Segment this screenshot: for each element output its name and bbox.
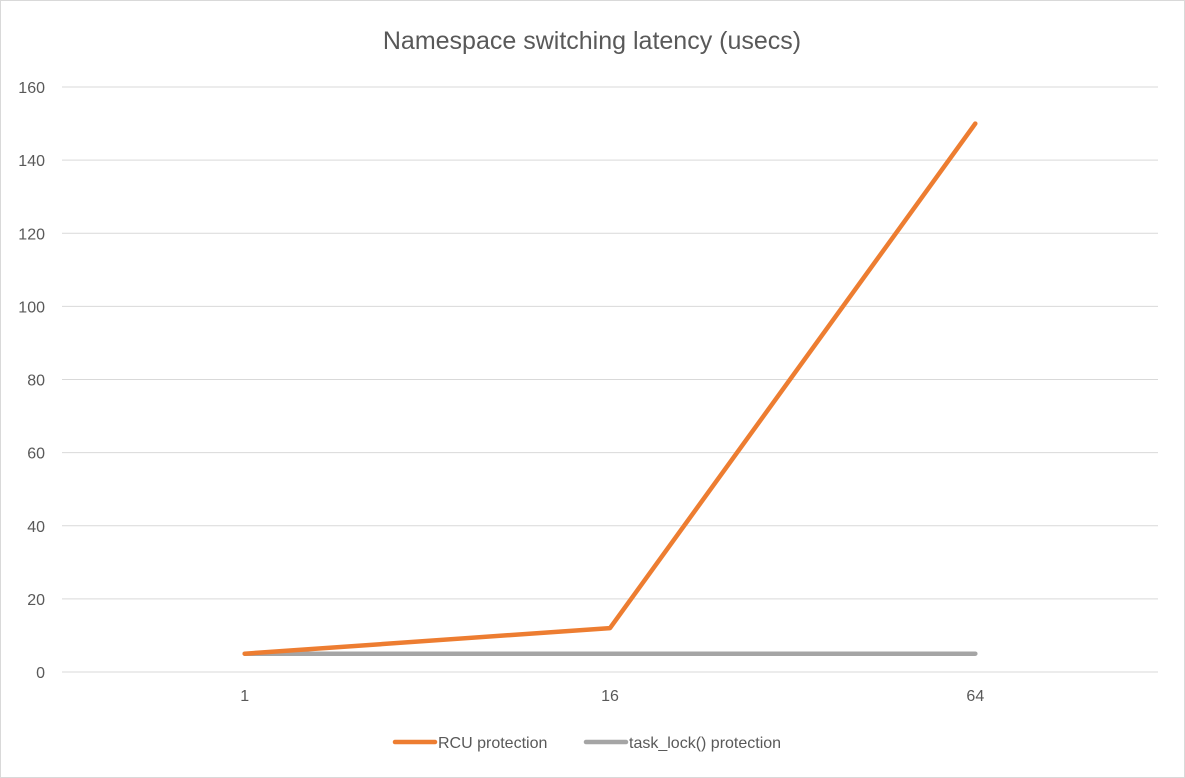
x-tick-label: 64 xyxy=(966,688,984,705)
chart-title: Namespace switching latency (usecs) xyxy=(383,27,801,55)
x-tick-label: 1 xyxy=(240,688,249,705)
y-axis-ticks: 0 20 40 60 80 100 120 140 160 xyxy=(18,80,45,682)
y-tick-label: 0 xyxy=(36,665,45,682)
y-tick-label: 100 xyxy=(18,299,45,316)
y-tick-label: 20 xyxy=(27,592,45,609)
legend-label: task_lock() protection xyxy=(629,735,781,752)
x-tick-label: 16 xyxy=(601,688,619,705)
series-line xyxy=(242,121,978,656)
gridlines xyxy=(62,86,1158,600)
y-tick-label: 60 xyxy=(27,446,45,463)
legend-label: RCU protection xyxy=(438,735,547,752)
legend: RCU protection task_lock() protection xyxy=(392,735,781,752)
y-tick-label: 80 xyxy=(27,373,45,390)
y-tick-label: 140 xyxy=(18,153,45,170)
series-lines xyxy=(242,121,978,656)
y-tick-label: 120 xyxy=(18,226,45,243)
y-tick-label: 40 xyxy=(27,519,45,536)
x-axis: 1 16 64 xyxy=(62,671,1158,705)
y-tick-label: 160 xyxy=(18,80,45,97)
